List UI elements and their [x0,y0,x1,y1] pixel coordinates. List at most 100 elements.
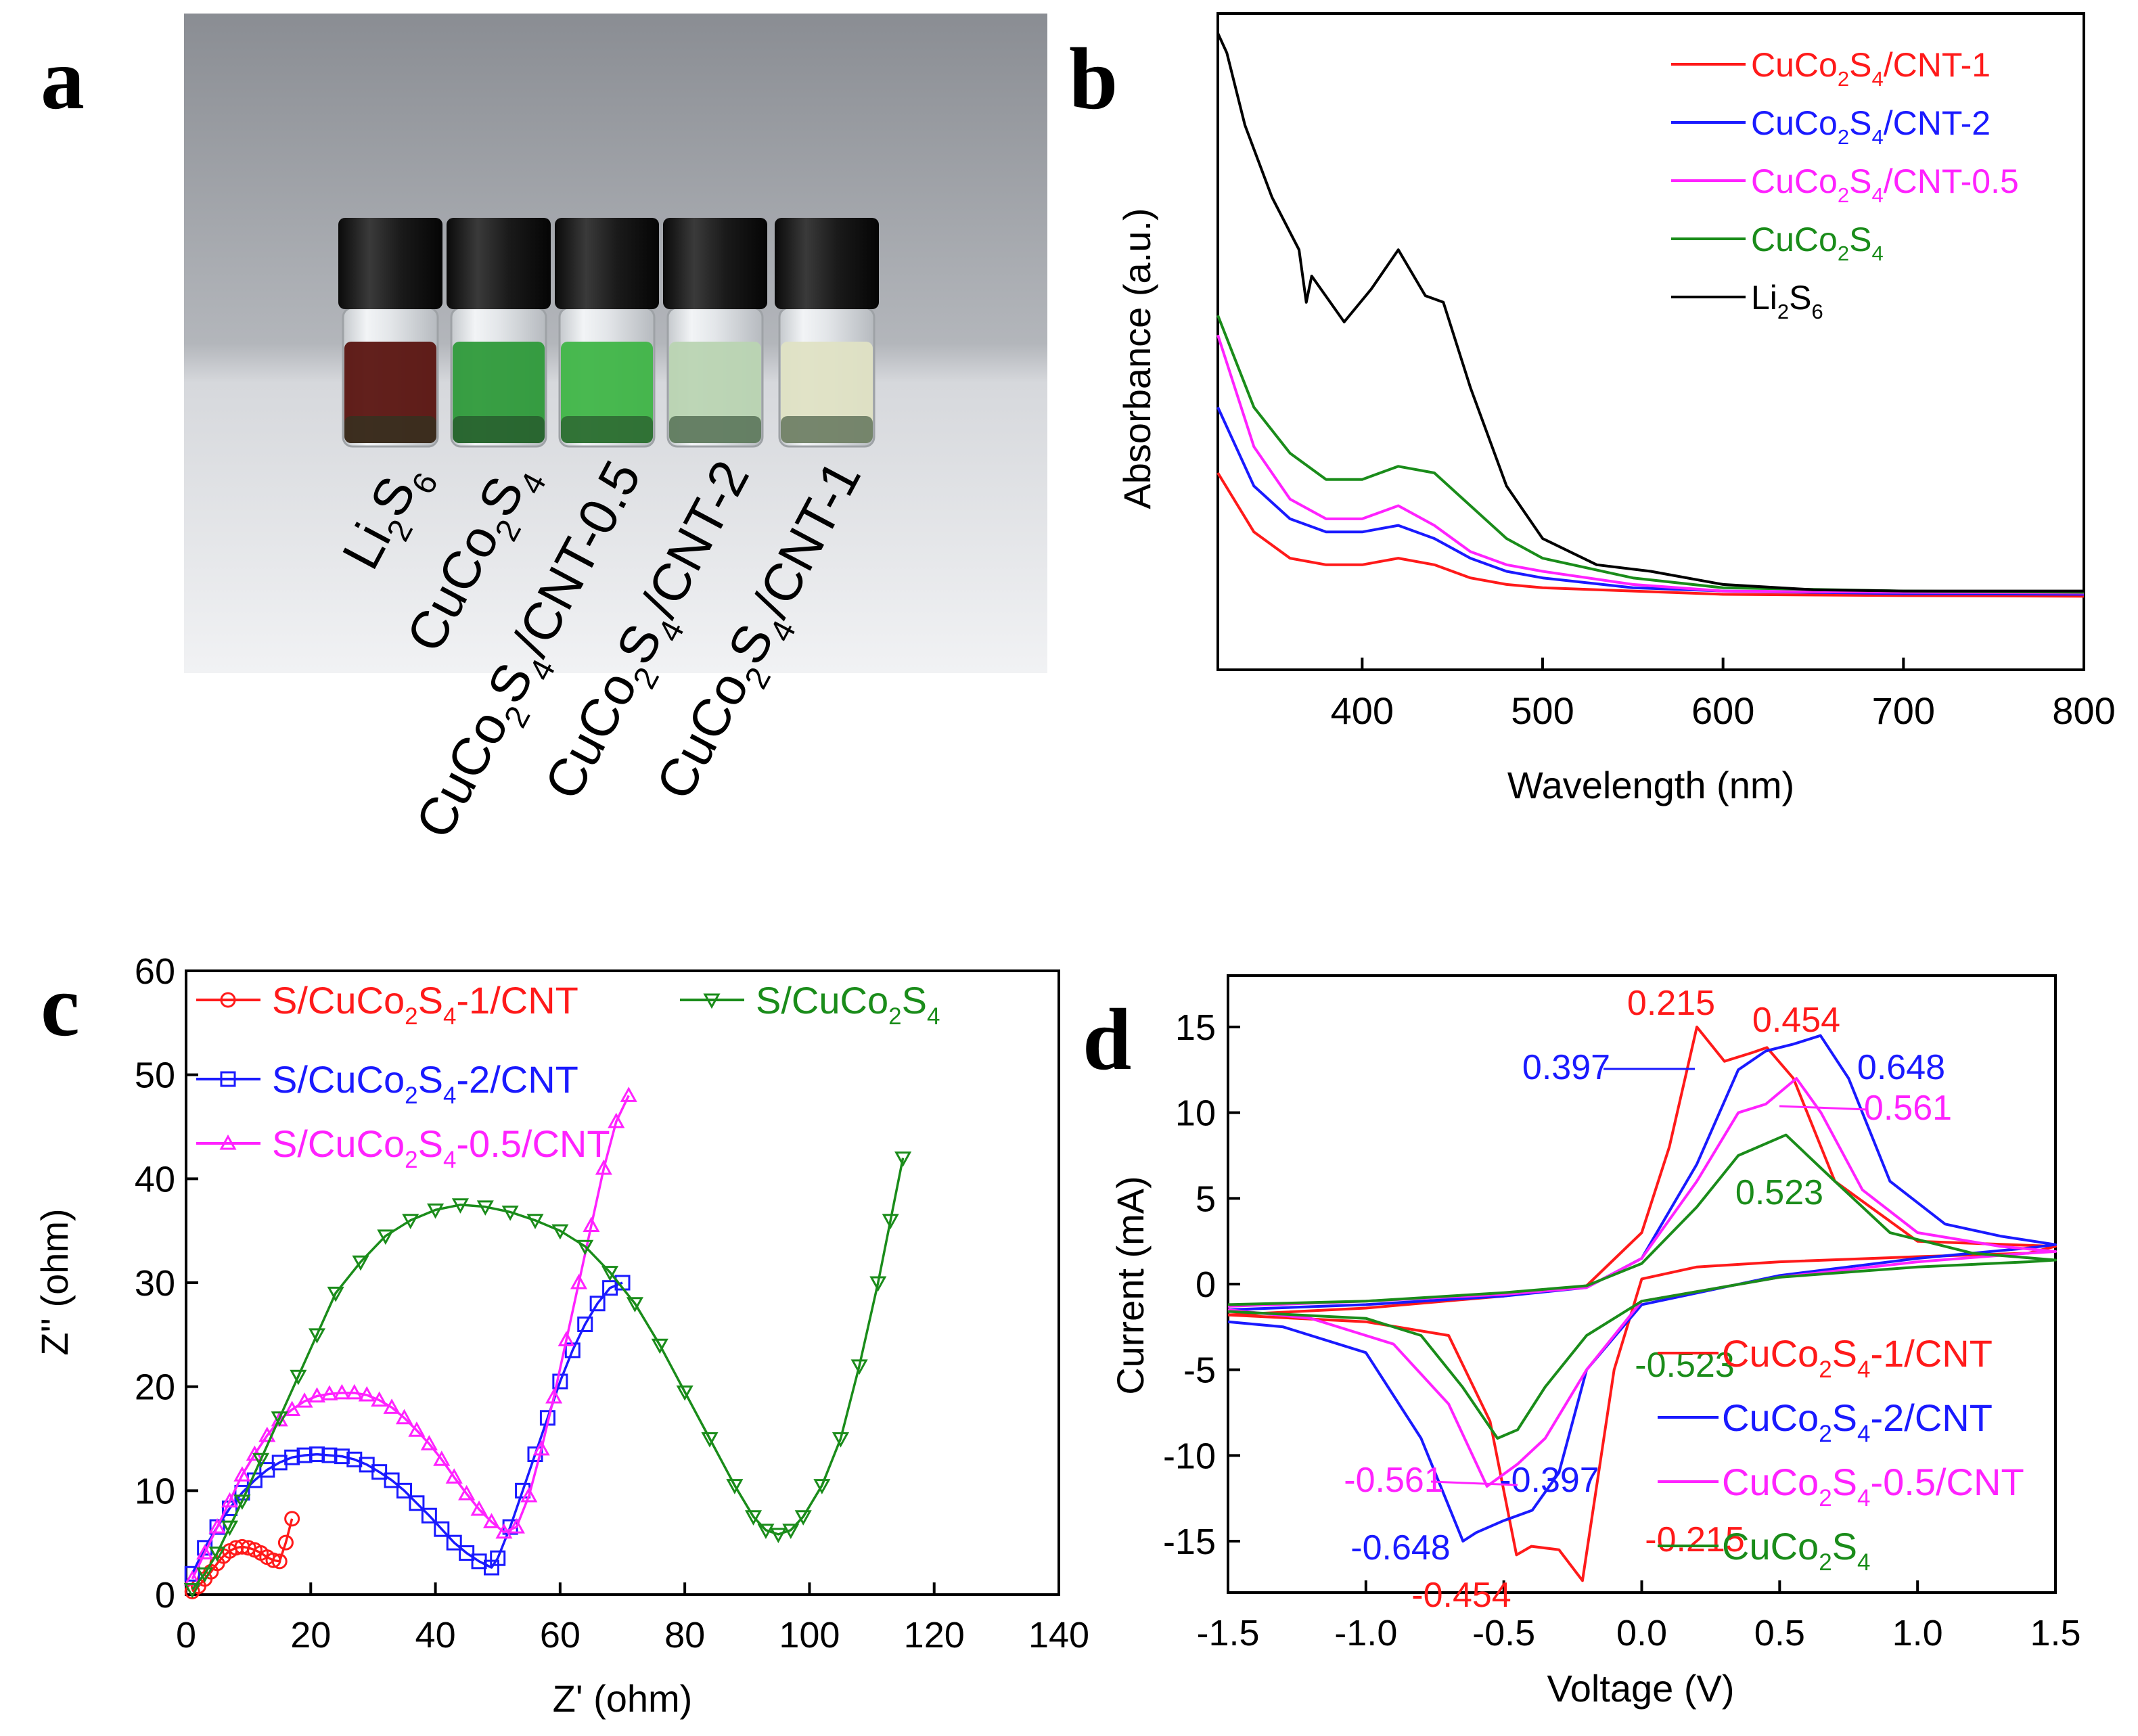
data-point [545,1388,563,1404]
data-point [221,1492,239,1508]
data-point [346,1384,363,1400]
data-point [308,1328,326,1344]
data-point [782,1524,800,1539]
x-tick-label: 0 [176,1615,196,1655]
legend-marker [703,993,721,1009]
data-point [577,1316,593,1332]
data-point [626,1297,643,1312]
peak-label: -0.215 [1645,1520,1744,1559]
data-point [501,1206,519,1221]
legend-marker [219,1134,237,1150]
data-point [271,1411,288,1427]
x-tick-label: 500 [1511,689,1574,732]
data-point [258,1426,276,1442]
x-tick-label: 20 [290,1615,331,1655]
x-tick-label: 120 [904,1615,965,1655]
panel-letter-d: d [1083,991,1131,1089]
data-point [520,1486,538,1503]
peak-label: -0.561 [1344,1461,1443,1500]
data-point [208,1518,226,1534]
series-line-cuco2s4 [1227,1133,2057,1440]
data-point [589,1296,606,1312]
legend-label-cuco2s4-cnt-0-5: CuCo2S4/CNT-0.5 [1751,162,2019,207]
data-point [346,1451,363,1467]
data-point [277,1534,294,1551]
x-tick-label: 80 [664,1615,705,1655]
series-s-cuco2s4-2-cnt [184,1275,631,1582]
x-tick-label: 0.0 [1616,1613,1667,1653]
y-tick-label: 0 [1196,1264,1216,1305]
data-point [309,1446,325,1463]
data-point [371,1464,388,1480]
data-point [283,1400,301,1416]
data-point [850,1359,868,1375]
y-tick-label: 0 [155,1575,175,1616]
axis-ticks: 0 20 40 60 80 100 120 140 0 10 20 30 40 50 60 [135,951,1089,1655]
data-point [532,1440,550,1456]
data-point [433,1451,451,1466]
data-point [583,1216,600,1232]
peak-label: -0.523 [1635,1346,1734,1385]
x-tick-label: 400 [1331,689,1394,732]
data-point [408,1421,426,1437]
data-point [558,1331,575,1347]
vial-sediment [561,416,653,443]
vial-cuco2s4-cnt-0-5 [555,218,659,448]
data-point [813,1479,831,1494]
data-point [595,1159,612,1175]
series-line-cuco2s4 [1216,315,2085,594]
series-line [191,1281,623,1575]
legend-label-cuco2s4: CuCo2S4 [1751,221,1884,265]
y-tick-label: 5 [1196,1179,1216,1219]
vial-cap [555,218,659,309]
data-point [482,1513,501,1528]
data-point [434,1521,450,1537]
data-point [233,1494,251,1510]
data-point [882,1214,899,1229]
vial-cap [663,218,767,309]
data-point [451,1198,469,1214]
y-tick-label: -5 [1183,1350,1216,1391]
data-point [769,1528,787,1543]
data-point [470,1500,488,1516]
x-tick-label: 800 [2052,689,2115,732]
peak-label: 0.215 [1627,984,1715,1023]
x-tick-label: 60 [540,1615,581,1655]
y-tick-label: 50 [135,1055,175,1096]
data-point [233,1466,251,1482]
peak-label: -0.648 [1350,1528,1450,1568]
data-point [384,1472,400,1488]
vial-sediment [344,416,436,443]
data-point [459,1545,475,1561]
data-point [576,1239,594,1256]
data-point [608,1112,625,1128]
series-line-li2s6 [1216,32,2084,593]
x-axis-label: Wavelength (nm) [1507,764,1794,806]
data-point [894,1151,912,1167]
y-tick-label: 60 [135,951,175,992]
legend-label-cuco2s4-1-cnt: CuCo2S4-1/CNT [1722,1332,1993,1383]
x-axis-label: Voltage (V) [1547,1667,1734,1710]
vial-li2s6 [338,218,442,448]
data-point [395,1409,413,1425]
data-point [371,1391,388,1407]
data-point [334,1448,350,1465]
data-point [333,1384,350,1400]
data-point [869,1276,887,1292]
x-tick-label: -1.5 [1196,1613,1259,1653]
data-point [327,1286,344,1302]
data-point [757,1524,775,1539]
series-lines [1216,32,2085,598]
vial-photo: Li2S6CuCo2S4CuCo2S4/CNT-0.5CuCo2S4/CNT-2… [184,14,1047,848]
y-axis-label: Absorbance (a.u.) [1116,208,1158,509]
legend-label-cuco2s4-0-5-cnt: CuCo2S4-0.5/CNT [1722,1461,2024,1511]
legend-label-s-cuco2s4-1-cnt: S/CuCo2S4-1/CNT [272,979,578,1030]
y-axis-label: Z'' (ohm) [33,1208,76,1355]
data-point [271,1455,288,1471]
y-tick-label: 40 [135,1159,175,1200]
peak-label: -0.397 [1499,1461,1599,1500]
data-point [458,1484,476,1501]
data-point [726,1479,744,1494]
x-tick-label: 140 [1028,1615,1089,1655]
